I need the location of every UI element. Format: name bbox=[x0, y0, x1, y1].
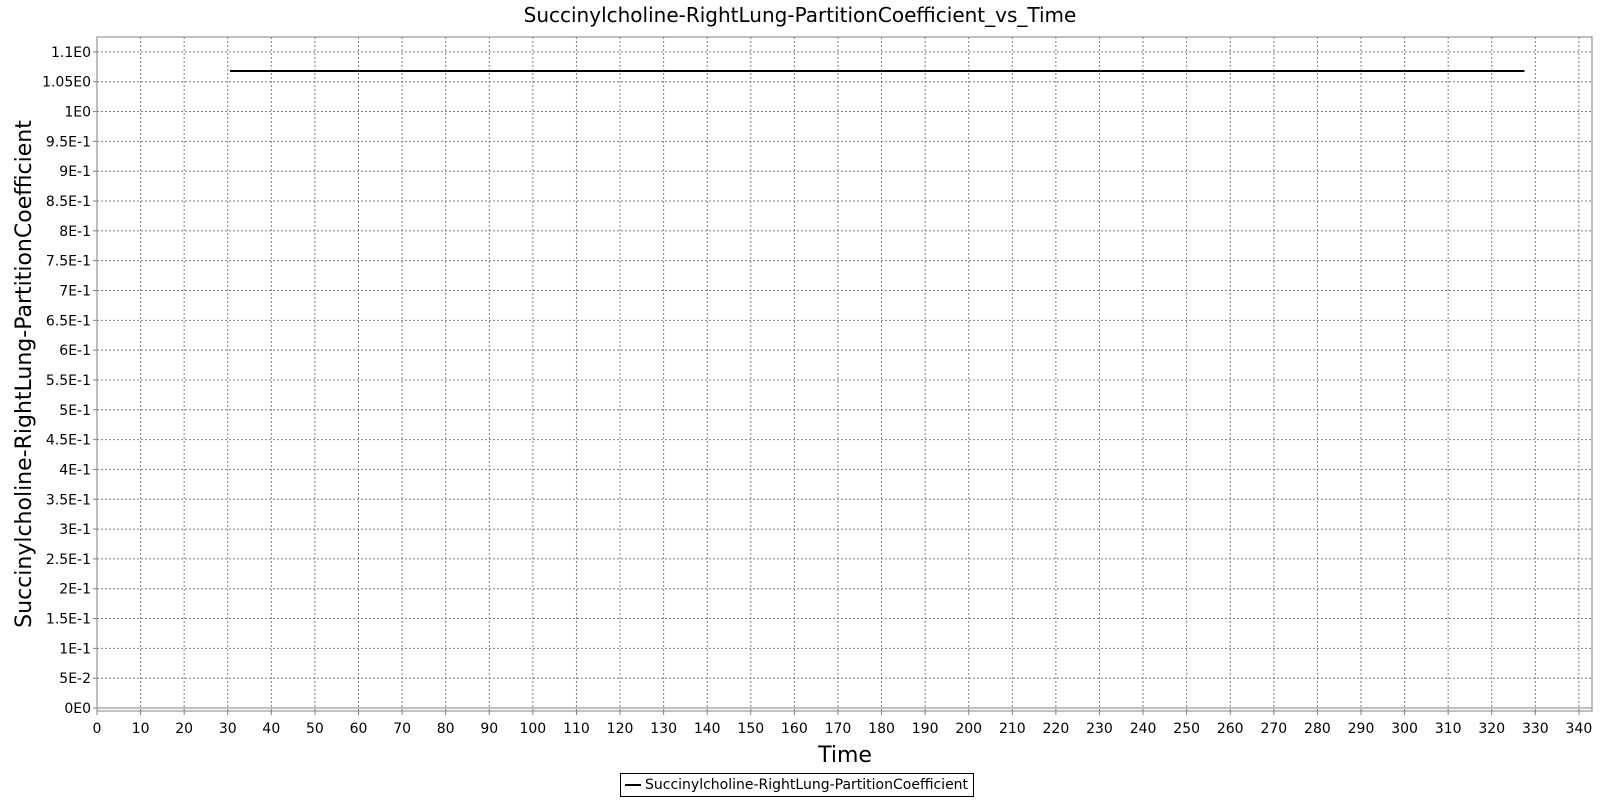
x-tick-label: 320 bbox=[1478, 721, 1505, 737]
x-tick-label: 140 bbox=[694, 721, 721, 737]
y-tick-label: 1.1E0 bbox=[51, 45, 91, 61]
y-tick-label: 4.5E-1 bbox=[46, 433, 91, 449]
x-tick-label: 100 bbox=[519, 721, 546, 737]
x-tick-label: 130 bbox=[650, 721, 677, 737]
y-tick-label: 0E0 bbox=[64, 701, 91, 717]
x-tick-label: 260 bbox=[1217, 721, 1244, 737]
y-axis-label: Succinylcholine-RightLung-PartitionCoeff… bbox=[12, 120, 37, 628]
x-axis: 0 10 20 30 40 50 60 70 80 90 100 110 120 130 140 150 160… bbox=[93, 711, 1593, 737]
y-tick-label: 5E-2 bbox=[59, 671, 91, 687]
x-tick-label: 210 bbox=[999, 721, 1026, 737]
x-tick-label: 220 bbox=[1043, 721, 1070, 737]
x-tick-label: 230 bbox=[1086, 721, 1113, 737]
legend: Succinylcholine-RightLung-PartitionCoeff… bbox=[620, 773, 975, 797]
x-tick-label: 160 bbox=[781, 721, 808, 737]
x-tick-label: 120 bbox=[607, 721, 634, 737]
x-tick-label: 240 bbox=[1130, 721, 1157, 737]
x-tick-label: 10 bbox=[132, 721, 150, 737]
x-tick-label: 200 bbox=[955, 721, 982, 737]
y-tick-label: 9.5E-1 bbox=[46, 134, 91, 150]
grid-lines bbox=[96, 37, 1592, 711]
x-tick-label: 190 bbox=[912, 721, 939, 737]
x-tick-label: 180 bbox=[868, 721, 895, 737]
y-axis: 0E0 5E-2 1E-1 1.5E-1 2E-1 2.5E-1 3E-1 3.5E-1 4E-… bbox=[42, 45, 97, 717]
y-tick-label: 1.05E0 bbox=[42, 75, 91, 91]
x-tick-label: 170 bbox=[825, 721, 852, 737]
x-tick-label: 30 bbox=[219, 721, 237, 737]
x-tick-label: 280 bbox=[1304, 721, 1331, 737]
legend-swatch bbox=[625, 784, 641, 786]
x-tick-label: 250 bbox=[1173, 721, 1200, 737]
x-tick-label: 40 bbox=[262, 721, 280, 737]
y-tick-label: 5E-1 bbox=[59, 403, 91, 419]
x-tick-label: 340 bbox=[1566, 721, 1593, 737]
x-tick-label: 270 bbox=[1260, 721, 1287, 737]
y-tick-label: 1E-1 bbox=[59, 641, 91, 657]
x-tick-label: 290 bbox=[1348, 721, 1375, 737]
plot-background bbox=[97, 37, 1592, 711]
y-tick-label: 7E-1 bbox=[59, 283, 91, 299]
x-tick-label: 0 bbox=[93, 721, 102, 737]
x-tick-label: 80 bbox=[437, 721, 455, 737]
y-tick-label: 5.5E-1 bbox=[46, 373, 91, 389]
y-tick-label: 4E-1 bbox=[59, 462, 91, 478]
y-tick-label: 6.5E-1 bbox=[46, 313, 91, 329]
y-tick-label: 6E-1 bbox=[59, 343, 91, 359]
x-tick-label: 110 bbox=[563, 721, 590, 737]
x-tick-label: 300 bbox=[1391, 721, 1418, 737]
y-tick-label: 2E-1 bbox=[59, 582, 91, 598]
x-tick-label: 90 bbox=[480, 721, 498, 737]
plot-border bbox=[96, 36, 1593, 712]
y-tick-label: 8.5E-1 bbox=[46, 194, 91, 210]
x-tick-label: 150 bbox=[737, 721, 764, 737]
x-axis-label: Time bbox=[817, 743, 872, 768]
x-tick-label: 330 bbox=[1522, 721, 1549, 737]
y-tick-label: 1.5E-1 bbox=[46, 612, 91, 628]
x-tick-label: 310 bbox=[1435, 721, 1462, 737]
y-tick-label: 7.5E-1 bbox=[46, 254, 91, 270]
chart-title: Succinylcholine-RightLung-PartitionCoeff… bbox=[524, 3, 1077, 27]
y-tick-label: 8E-1 bbox=[59, 224, 91, 240]
y-tick-label: 9E-1 bbox=[59, 164, 91, 180]
x-tick-label: 20 bbox=[175, 721, 193, 737]
x-tick-label: 70 bbox=[393, 721, 411, 737]
y-tick-label: 3.5E-1 bbox=[46, 492, 91, 508]
x-tick-label: 60 bbox=[350, 721, 368, 737]
y-tick-label: 2.5E-1 bbox=[46, 552, 91, 568]
y-tick-label: 3E-1 bbox=[59, 522, 91, 538]
legend-label: Succinylcholine-RightLung-PartitionCoeff… bbox=[645, 777, 969, 793]
x-tick-label: 50 bbox=[306, 721, 324, 737]
y-tick-label: 1E0 bbox=[64, 105, 91, 121]
